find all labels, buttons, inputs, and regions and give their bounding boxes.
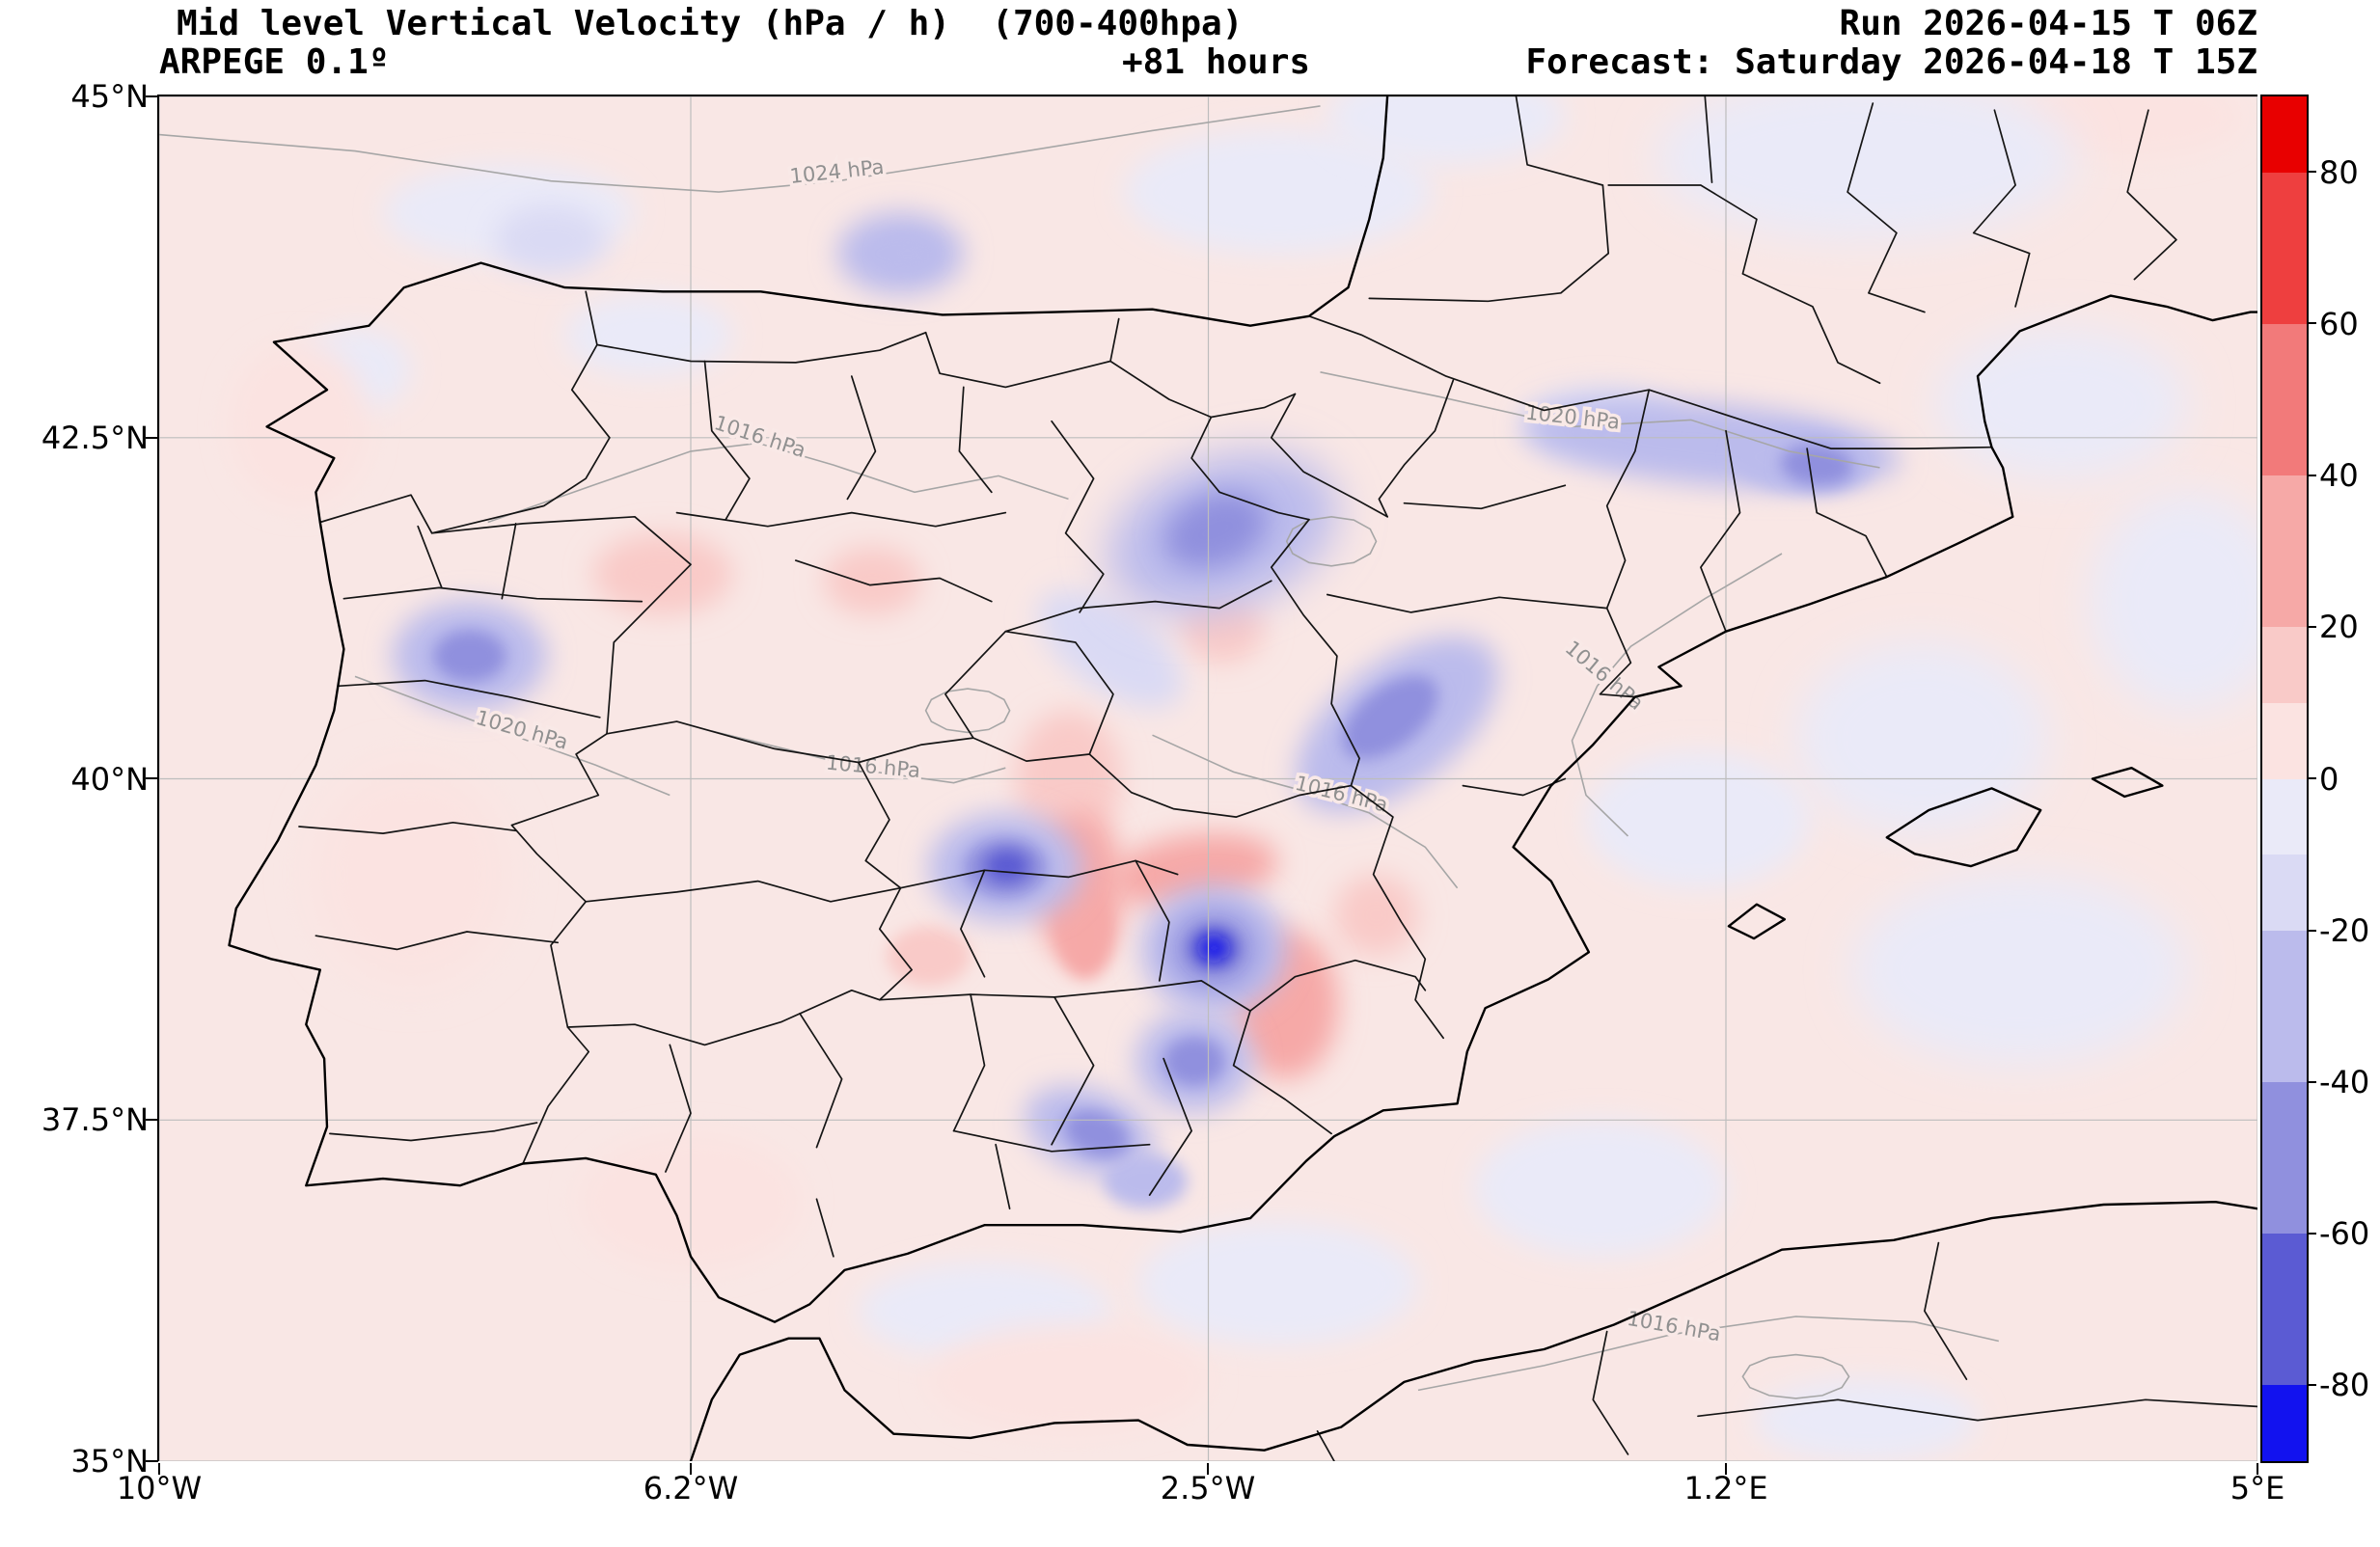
colorbar-segment — [2262, 627, 2307, 704]
y-axis-label: 42.5°N — [41, 420, 149, 456]
x-tick — [1725, 1463, 1727, 1475]
y-tick — [146, 1119, 158, 1121]
colorbar-tick-label: 40 — [2319, 457, 2359, 494]
colorbar-segment — [2262, 96, 2307, 174]
x-axis-label: 1.2°E — [1683, 1470, 1768, 1506]
y-tick — [146, 437, 158, 439]
y-axis-label: 35°N — [70, 1443, 149, 1479]
colorbar-segment — [2262, 172, 2307, 325]
colorbar-scale — [2262, 96, 2307, 1461]
colorbar-segment — [2262, 930, 2307, 1083]
colorbar-segment — [2262, 1385, 2307, 1461]
colorbar-tick-label: -20 — [2319, 912, 2370, 949]
map-area: 1024 hPa 1016 hPa 1020 hPa 1016 hPa 1020 hPa… — [158, 68, 2285, 1463]
colorbar-tick — [2307, 322, 2316, 324]
lead-time-label: +81 hours — [1122, 42, 1311, 82]
colorbar-tick — [2307, 1384, 2316, 1386]
velocity-field — [229, 68, 2285, 1461]
x-tick — [1207, 1463, 1209, 1475]
colorbar-segment — [2262, 855, 2307, 932]
chart-title: Mid level Vertical Velocity (hPa / h) (7… — [177, 4, 1244, 43]
coastline — [228, 95, 2259, 1463]
colorbar-tick-label: 20 — [2319, 609, 2359, 645]
colorbar-tick — [2307, 1233, 2316, 1235]
colorbar-tick-label: -60 — [2319, 1215, 2370, 1252]
colorbar-tick — [2307, 1081, 2316, 1083]
colorbar-tick-label: -80 — [2319, 1367, 2370, 1403]
x-tick — [158, 1463, 160, 1475]
x-tick — [2257, 1463, 2258, 1475]
colorbar-segment — [2262, 778, 2307, 855]
colorbar-segment — [2262, 1081, 2307, 1235]
x-tick — [690, 1463, 692, 1475]
colorbar-tick-label: 80 — [2319, 154, 2359, 191]
colorbar-segment — [2262, 702, 2307, 780]
y-axis-label: 45°N — [70, 78, 149, 115]
x-axis-label: 2.5°W — [1160, 1470, 1256, 1506]
colorbar-tick — [2307, 626, 2316, 628]
colorbar — [2260, 95, 2309, 1463]
colorbar-tick-label: -40 — [2319, 1064, 2370, 1100]
colorbar-tick — [2307, 777, 2316, 779]
y-tick — [146, 95, 158, 97]
run-label: Run 2026-04-15 T 06Z — [1839, 4, 2257, 43]
colorbar-segment — [2262, 475, 2307, 628]
isobar-contours — [158, 105, 1999, 1399]
x-axis-label: 5°E — [2230, 1470, 2285, 1506]
colorbar-tick — [2307, 930, 2316, 932]
colorbar-segment — [2262, 323, 2307, 476]
y-tick — [146, 1460, 158, 1462]
y-tick — [146, 777, 158, 779]
y-axis-label: 40°N — [70, 761, 149, 798]
colorbar-segment — [2262, 1234, 2307, 1386]
colorbar-tick-label: 0 — [2319, 761, 2339, 798]
x-axis-label: 6.2°W — [643, 1470, 739, 1506]
colorbar-tick — [2307, 171, 2316, 173]
colorbar-tick — [2307, 475, 2316, 476]
forecast-label: Forecast: Saturday 2026-04-18 T 15Z — [1525, 42, 2257, 82]
x-axis-label: 10°W — [116, 1470, 203, 1506]
model-label: ARPEGE 0.1º — [159, 42, 390, 82]
y-axis-label: 37.5°N — [41, 1101, 149, 1138]
colorbar-tick-label: 60 — [2319, 306, 2359, 342]
region-borders — [298, 95, 2258, 1462]
